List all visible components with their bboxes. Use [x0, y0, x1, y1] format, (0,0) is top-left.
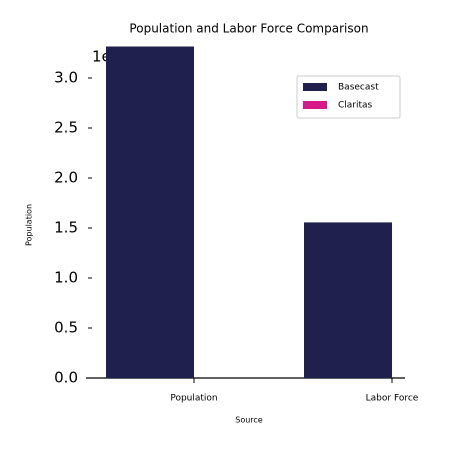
- y-tick-label: 2.5: [54, 119, 78, 137]
- legend-swatch: [303, 101, 327, 109]
- y-tick-label: 0.0: [54, 369, 78, 387]
- legend-label: Claritas: [338, 101, 373, 111]
- x-tick-label: Population: [170, 394, 217, 404]
- bar: [304, 222, 392, 378]
- bar: [106, 46, 194, 378]
- chart-title: Population and Labor Force Comparison: [129, 22, 368, 36]
- y-tick-label: 3.0: [54, 69, 78, 87]
- y-tick-label: 0.5: [54, 319, 78, 337]
- y-tick-label: 2.0: [54, 169, 78, 187]
- y-axis-label: Population: [25, 204, 34, 246]
- legend-swatch: [303, 83, 327, 91]
- x-axis-label: Source: [235, 416, 263, 425]
- y-tick-label: 1.5: [54, 219, 78, 237]
- legend-label: Basecast: [338, 83, 379, 93]
- y-tick-label: 1.0: [54, 269, 78, 287]
- x-tick-label: Labor Force: [366, 394, 419, 404]
